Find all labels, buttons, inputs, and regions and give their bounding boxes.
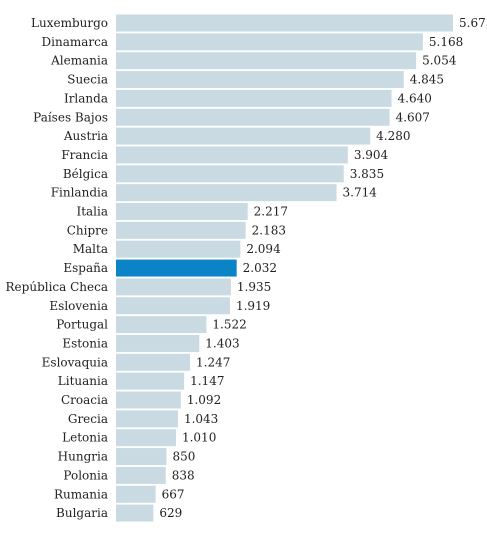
- value-label: 1.043: [184, 412, 218, 426]
- value-label: 2.094: [246, 242, 281, 256]
- category-label: Eslovenia: [49, 299, 108, 313]
- bar-3: [116, 71, 404, 89]
- category-label: Malta: [73, 242, 108, 256]
- category-label: Luxemburgo: [31, 16, 108, 30]
- category-label: Austria: [63, 129, 108, 143]
- value-label: 2.217: [254, 205, 288, 219]
- value-label: 5.675: [459, 16, 487, 30]
- bar-4: [116, 89, 392, 107]
- value-label: 4.640: [398, 91, 432, 105]
- bar-17: [116, 334, 200, 352]
- bar-23: [116, 448, 167, 466]
- value-label: 629: [159, 506, 182, 520]
- bar-25: [116, 485, 156, 503]
- value-label: 3.904: [354, 148, 389, 162]
- value-label: 2.032: [243, 261, 277, 275]
- category-label: República Checa: [6, 280, 108, 294]
- value-label: 3.835: [350, 167, 384, 181]
- category-label: Suecia: [67, 73, 108, 87]
- bar-0: [116, 14, 453, 32]
- value-label: 1.935: [237, 280, 271, 294]
- category-label: Irlanda: [64, 91, 108, 105]
- bar-14: [116, 278, 231, 296]
- bar-13: [116, 259, 237, 277]
- value-label: 1.403: [205, 336, 239, 350]
- category-label: Dinamarca: [42, 35, 109, 49]
- bar-5: [116, 108, 390, 126]
- value-label: 2.183: [252, 223, 286, 237]
- bar-8: [116, 165, 344, 183]
- category-label: Hungria: [58, 450, 108, 464]
- bar-24: [116, 466, 166, 484]
- category-label: Eslovaquia: [42, 355, 108, 369]
- value-label: 1.010: [182, 431, 216, 445]
- value-label: 1.522: [212, 318, 246, 332]
- value-label: 1.092: [187, 393, 221, 407]
- category-label: Polonia: [63, 468, 108, 482]
- value-label: 4.845: [410, 73, 444, 87]
- bar-10: [116, 203, 248, 220]
- category-label: Estonia: [62, 336, 108, 350]
- value-label: 4.280: [376, 129, 410, 143]
- value-label: 4.607: [396, 110, 430, 124]
- category-label: Letonia: [62, 431, 108, 445]
- bar-21: [116, 410, 178, 428]
- bar-7: [116, 146, 348, 164]
- value-label: 1.919: [236, 299, 270, 313]
- bar-12: [116, 240, 241, 258]
- value-label: 5.168: [429, 35, 463, 49]
- value-label: 1.247: [196, 355, 230, 369]
- category-label: Chipre: [67, 223, 108, 237]
- bar-20: [116, 391, 181, 409]
- value-label: 667: [162, 487, 185, 501]
- category-label: Grecia: [68, 412, 108, 426]
- bar-1: [116, 33, 423, 51]
- category-label: Alemania: [50, 54, 108, 68]
- value-label: 838: [172, 468, 195, 482]
- category-label: Rumania: [54, 487, 108, 501]
- category-label: Bulgaria: [56, 506, 108, 520]
- category-label: Bélgica: [63, 167, 108, 181]
- bar-2: [116, 52, 417, 70]
- bar-15: [116, 297, 230, 315]
- category-label: Francia: [61, 148, 108, 162]
- bar-6: [116, 127, 371, 145]
- category-label: España: [63, 261, 108, 275]
- bar-9: [116, 184, 337, 202]
- value-label: 1.147: [190, 374, 224, 388]
- bar-19: [116, 372, 185, 390]
- category-label: Portugal: [56, 318, 108, 332]
- category-label: Lituania: [58, 374, 108, 388]
- bar-22: [116, 429, 176, 447]
- category-label: Finlandia: [51, 186, 108, 200]
- value-label: 850: [172, 450, 195, 464]
- category-label: Países Bajos: [33, 110, 108, 124]
- bar-18: [116, 353, 191, 371]
- value-label: 5.054: [422, 54, 457, 68]
- category-label: Croacia: [61, 393, 108, 407]
- value-label: 3.714: [343, 186, 378, 200]
- bar-16: [116, 316, 207, 334]
- bar-11: [116, 221, 246, 239]
- bar-26: [116, 504, 154, 522]
- category-label: Italia: [76, 205, 108, 219]
